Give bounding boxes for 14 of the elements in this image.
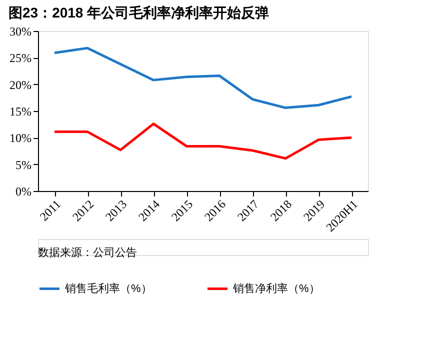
y-tick-label: 20% [10,78,32,92]
line-series [53,122,353,160]
y-tick-label: 0% [16,184,32,198]
y-tick-label: 30% [10,24,32,38]
y-tick-label: 10% [10,131,32,146]
chart-title: 图23：2018 年公司毛利率净利率开始反弹 [8,4,270,20]
y-tick-label: 15% [10,104,32,118]
source-note: 数据来源：公司公告 [38,246,137,259]
x-tick-label: 2011 [36,197,64,224]
y-tick-label: 25% [10,51,32,66]
line-series [53,46,353,110]
y-tick-label: 5% [16,158,32,172]
legend-label: 销售净利率（%） [232,282,320,295]
legend-label: 销售毛利率（%） [64,282,152,295]
